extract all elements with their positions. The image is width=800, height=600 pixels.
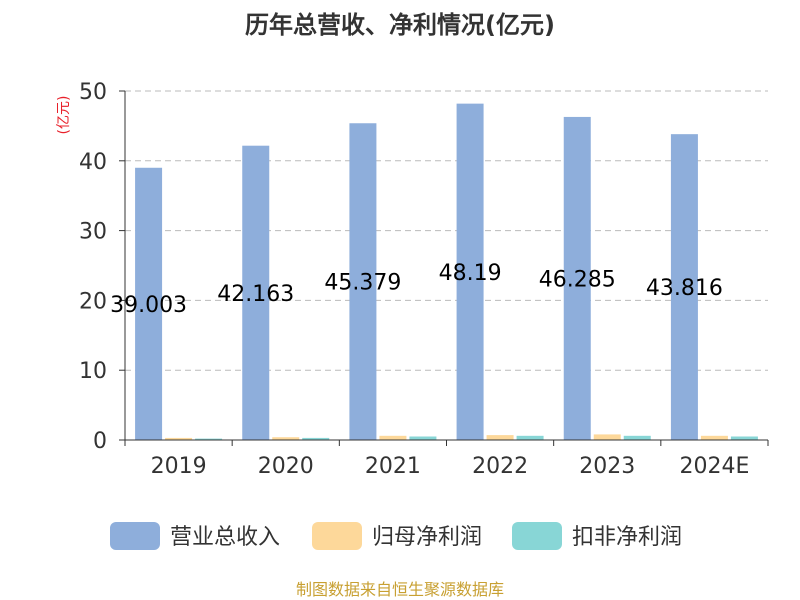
x-tick-label: 2019 bbox=[151, 454, 207, 479]
bar bbox=[165, 437, 193, 440]
y-axis-unit: (亿元) bbox=[56, 96, 72, 135]
bar bbox=[593, 434, 621, 440]
y-tick-label: 20 bbox=[79, 289, 107, 314]
data-label: 42.163 bbox=[217, 282, 294, 307]
legend-swatch bbox=[312, 522, 362, 550]
y-tick-label: 40 bbox=[79, 150, 107, 175]
grid-lines bbox=[125, 90, 768, 371]
x-tick-label: 2020 bbox=[258, 454, 314, 479]
bar bbox=[302, 437, 330, 440]
data-labels: 39.003 42.163 45.379 48.19 46.285 43.816 bbox=[110, 261, 723, 318]
y-tick-label: 50 bbox=[79, 80, 107, 105]
legend-swatch bbox=[512, 522, 562, 550]
bar bbox=[670, 134, 698, 441]
axes: 0 10 20 30 40 50 2019 2020 2021 2022 2023 2024E bbox=[79, 80, 769, 479]
y-tick-label: 10 bbox=[79, 359, 107, 384]
bar bbox=[242, 145, 270, 440]
bar bbox=[516, 435, 544, 440]
bar bbox=[349, 123, 377, 440]
data-label: 48.19 bbox=[439, 261, 502, 286]
bar bbox=[379, 435, 407, 440]
chart-title: 历年总营收、净利情况(亿元) bbox=[245, 11, 555, 39]
y-tick-label: 30 bbox=[79, 220, 107, 245]
y-tick-label: 0 bbox=[93, 429, 107, 454]
legend-label: 扣非净利润 bbox=[572, 525, 682, 550]
x-tick-label: 2021 bbox=[365, 454, 421, 479]
source-note: 制图数据来自恒生聚源数据库 bbox=[296, 580, 504, 599]
bar bbox=[456, 103, 484, 441]
bar bbox=[409, 436, 437, 440]
data-label: 43.816 bbox=[646, 276, 723, 301]
bar bbox=[730, 436, 758, 440]
bar bbox=[486, 435, 514, 440]
x-tick-label: 2024E bbox=[679, 454, 749, 479]
bar bbox=[623, 435, 651, 440]
legend: 营业总收入 归母净利润 扣非净利润 bbox=[110, 522, 682, 550]
x-tick-label: 2023 bbox=[579, 454, 635, 479]
bar bbox=[700, 435, 728, 440]
data-label: 46.285 bbox=[539, 267, 616, 292]
bar bbox=[272, 437, 300, 440]
bar bbox=[195, 438, 223, 440]
x-tick-label: 2022 bbox=[472, 454, 528, 479]
data-label: 39.003 bbox=[110, 293, 187, 318]
legend-label: 营业总收入 bbox=[170, 525, 280, 550]
legend-swatch bbox=[110, 522, 160, 550]
legend-label: 归母净利润 bbox=[372, 525, 482, 550]
bar bbox=[135, 167, 163, 440]
bar bbox=[563, 116, 591, 441]
bars bbox=[135, 103, 758, 441]
data-label: 45.379 bbox=[324, 271, 401, 296]
